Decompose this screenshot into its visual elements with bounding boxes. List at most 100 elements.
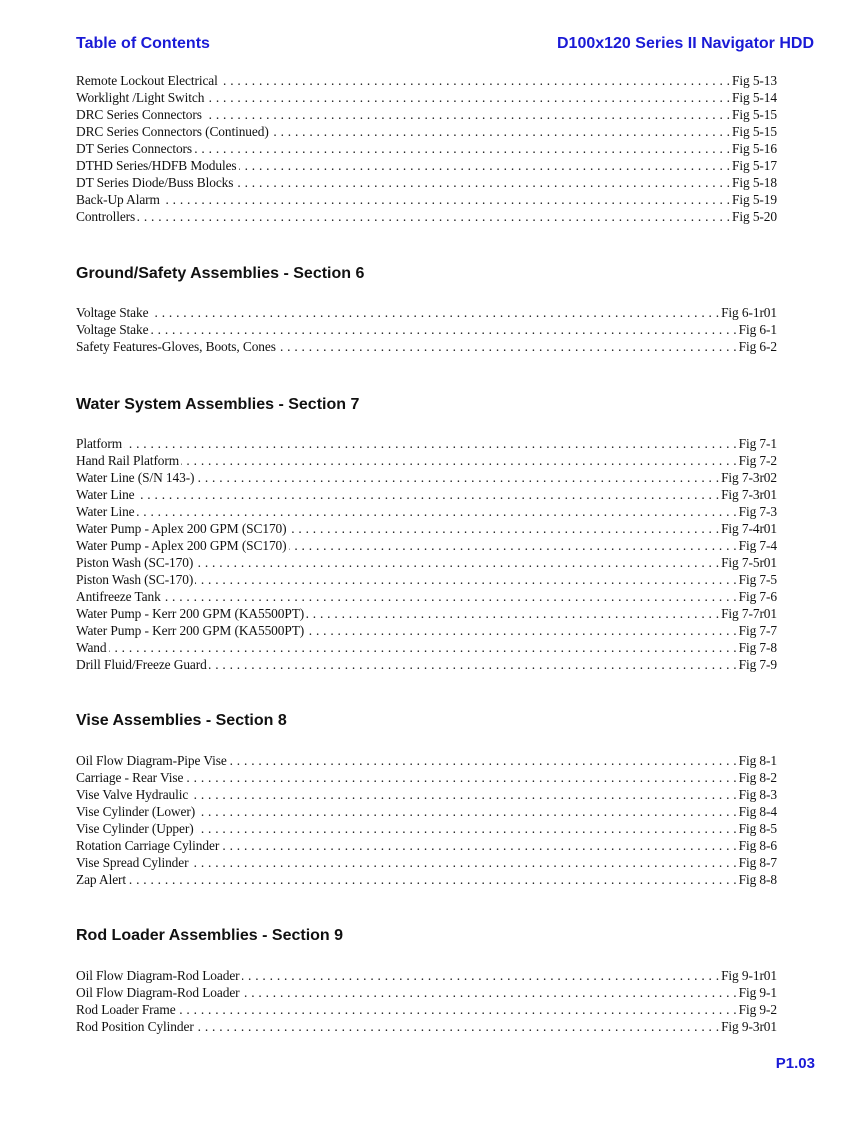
dot-leader <box>209 657 737 674</box>
entry-label: Worklight /Light Switch <box>76 90 205 105</box>
toc-entry[interactable]: Oil Flow Diagram-Rod Loader Fig 9-1 <box>76 985 777 1002</box>
entry-figure: Fig 7-7 <box>738 623 777 638</box>
entry-figure: Fig 7-5r01 <box>721 555 777 570</box>
toc-entry[interactable]: Water Line Fig 7-3r01 <box>76 487 777 504</box>
toc-entry[interactable]: Oil Flow Diagram-Rod Loader Fig 9-1r01 <box>76 968 777 985</box>
section-heading: Ground/Safety Assemblies - Section 6 <box>76 265 365 282</box>
toc-entry[interactable]: Water Pump - Aplex 200 GPM (SC170) Fig 7-… <box>76 521 777 538</box>
toc-entry[interactable]: Oil Flow Diagram-Pipe Vise Fig 8-1 <box>76 753 777 770</box>
toc-entry[interactable]: Carriage - Rear Vise Fig 8-2 <box>76 770 777 787</box>
toc-entry[interactable]: Remote Lockout Electrical Fig 5-13 <box>76 73 777 90</box>
entry-label: Antifreeze Tank <box>76 589 161 604</box>
entry-figure: Fig 8-3 <box>738 787 777 802</box>
entry-label: Carriage - Rear Vise <box>76 770 184 785</box>
toc-entry[interactable]: Voltage Stake Fig 6-1r01 <box>76 305 777 322</box>
entry-figure: Fig 8-8 <box>738 872 777 887</box>
toc-entry[interactable]: Rod Loader Frame Fig 9-2 <box>76 1002 777 1019</box>
entry-figure: Fig 9-1r01 <box>721 968 777 983</box>
entry-figure: Fig 8-5 <box>738 821 777 836</box>
entry-figure: Fig 5-14 <box>732 90 777 105</box>
toc-entry[interactable]: Water Pump - Aplex 200 GPM (SC170) Fig 7-… <box>76 538 777 555</box>
toc-entry[interactable]: Rotation Carriage Cylinder Fig 8-6 <box>76 838 777 855</box>
toc-entry[interactable]: DRC Series Connectors Fig 5-15 <box>76 107 777 124</box>
entry-figure: Fig 7-3r02 <box>721 470 777 485</box>
dot-leader <box>195 572 736 589</box>
dot-leader <box>178 1002 737 1019</box>
entry-label: DRC Series Connectors (Continued) <box>76 124 269 139</box>
entry-label: DT Series Connectors <box>76 141 193 156</box>
toc-entry[interactable]: Rod Position Cylinder Fig 9-3r01 <box>76 1019 777 1036</box>
entry-label: Water Pump - Kerr 200 GPM (KA5500PT) <box>76 606 305 621</box>
entry-label: Vise Cylinder (Lower) <box>76 804 196 819</box>
toc-entry[interactable]: Safety Features-Gloves, Boots, Cones Fig … <box>76 339 777 356</box>
entry-label: Piston Wash (SC-170) <box>76 555 194 570</box>
entry-label: Water Pump - Kerr 200 GPM (KA5500PT) <box>76 623 305 638</box>
entry-label: Back-Up Alarm <box>76 192 160 207</box>
entry-label: Rod Position Cylinder <box>76 1019 194 1034</box>
dot-leader <box>150 322 736 339</box>
entry-label: Water Line <box>76 504 135 519</box>
entry-figure: Fig 7-5 <box>738 572 777 587</box>
toc-entry[interactable]: Antifreeze Tank Fig 7-6 <box>76 589 777 606</box>
toc-entry[interactable]: Vise Cylinder (Upper) Fig 8-5 <box>76 821 777 838</box>
dot-leader <box>137 504 737 521</box>
toc-entry[interactable]: Platform Fig 7-1 <box>76 436 777 453</box>
toc-entry[interactable]: Wand Fig 7-8 <box>76 640 777 657</box>
dot-leader <box>271 124 730 141</box>
dot-leader <box>185 770 736 787</box>
toc-entry[interactable]: Hand Rail Platform Fig 7-2 <box>76 453 777 470</box>
entry-figure: Fig 6-2 <box>738 339 777 354</box>
toc-entry[interactable]: Water Line Fig 7-3 <box>76 504 777 521</box>
toc-entry[interactable]: DTHD Series/HDFB Modules Fig 5-17 <box>76 158 777 175</box>
dot-leader <box>278 339 737 356</box>
toc-entry[interactable]: Water Line (S/N 143-) Fig 7-3r02 <box>76 470 777 487</box>
entry-label: Oil Flow Diagram-Rod Loader <box>76 968 240 983</box>
toc-entry[interactable]: Vise Valve Hydraulic Fig 8-3 <box>76 787 777 804</box>
page-number: P1.03 <box>775 1055 815 1072</box>
toc-list: Oil Flow Diagram-Rod LoaderFig 9-1r01Oil… <box>76 968 777 1036</box>
entry-figure: Fig 9-1 <box>738 985 777 1000</box>
section-heading: Rod Loader Assemblies - Section 9 <box>76 927 344 944</box>
entry-figure: Fig 7-1 <box>738 436 777 451</box>
dot-leader <box>242 968 720 985</box>
entry-label: Voltage Stake <box>76 322 149 337</box>
toc-entry[interactable]: Water Pump - Kerr 200 GPM (KA5500PT) Fig … <box>76 606 777 623</box>
dot-leader <box>137 209 730 226</box>
toc-entry[interactable]: Worklight /Light Switch Fig 5-14 <box>76 90 777 107</box>
toc-entry[interactable]: Piston Wash (SC-170) Fig 7-5r01 <box>76 555 777 572</box>
toc-list: Voltage Stake Fig 6-1r01 Voltage Stake Fig … <box>76 305 777 356</box>
entry-label: DTHD Series/HDFB Modules <box>76 158 237 173</box>
toc-entry[interactable]: Piston Wash (SC-170) Fig 7-5 <box>76 572 777 589</box>
toc-entry[interactable]: Controllers Fig 5-20 <box>76 209 777 226</box>
entry-figure: Fig 6-1 <box>738 322 777 337</box>
entry-figure: Fig 8-6 <box>738 838 777 853</box>
dot-leader <box>220 73 730 90</box>
toc-entry[interactable]: Vise Spread Cylinder Fig 8-7 <box>76 855 777 872</box>
toc-entry[interactable]: DT Series Connectors Fig 5-16 <box>76 141 777 158</box>
toc-entry[interactable]: Zap Alert Fig 8-8 <box>76 872 777 889</box>
toc-entry[interactable]: Vise Cylinder (Lower) Fig 8-4 <box>76 804 777 821</box>
dot-leader <box>137 487 720 504</box>
entry-figure: Fig 5-16 <box>732 141 777 156</box>
entry-figure: Fig 9-2 <box>738 1002 777 1017</box>
entry-label: Voltage Stake <box>76 305 149 320</box>
entry-label: Platform <box>76 436 123 451</box>
toc-entry[interactable]: Back-Up Alarm Fig 5-19 <box>76 192 777 209</box>
dot-leader <box>204 107 730 124</box>
toc-entry[interactable]: Voltage Stake Fig 6-1 <box>76 322 777 339</box>
dot-leader <box>162 192 730 209</box>
entry-label: Rotation Carriage Cylinder <box>76 838 220 853</box>
section-heading: Vise Assemblies - Section 8 <box>76 712 287 729</box>
toc-entry[interactable]: DRC Series Connectors (Continued) Fig 5-1… <box>76 124 777 141</box>
dot-leader <box>190 787 736 804</box>
toc-list: Platform Fig 7-1 Hand Rail Platform Fig 7-2… <box>76 436 777 674</box>
dot-leader <box>221 838 736 855</box>
toc-list: Remote Lockout Electrical Fig 5-13 Worklig… <box>76 73 777 226</box>
entry-figure: Fig 8-4 <box>738 804 777 819</box>
section-heading: Water System Assemblies - Section 7 <box>76 396 360 413</box>
toc-entry[interactable]: Water Pump - Kerr 200 GPM (KA5500PT) Fig … <box>76 623 777 640</box>
entry-label: Vise Cylinder (Upper) <box>76 821 194 836</box>
toc-entry[interactable]: Drill Fluid/Freeze Guard Fig 7-9 <box>76 657 777 674</box>
toc-entry[interactable]: DT Series Diode/Buss Blocks Fig 5-18 <box>76 175 777 192</box>
